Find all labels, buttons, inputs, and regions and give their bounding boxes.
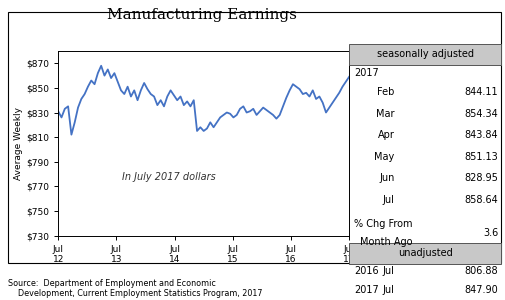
Text: Source:  Department of Employment and Economic
    Development, Current Employme: Source: Department of Employment and Eco…: [8, 279, 262, 298]
Text: 828.95: 828.95: [464, 173, 497, 183]
Text: 851.13: 851.13: [464, 152, 497, 162]
Y-axis label: Average Weekly: Average Weekly: [14, 107, 23, 180]
Text: Mar: Mar: [375, 109, 394, 118]
Text: 843.84: 843.84: [464, 130, 497, 140]
Text: 3.6: 3.6: [482, 228, 497, 238]
Text: 806.88: 806.88: [464, 266, 497, 276]
Text: 2017: 2017: [354, 68, 378, 77]
Text: Month Ago: Month Ago: [360, 237, 412, 247]
Text: % Chg From: % Chg From: [354, 219, 412, 229]
Text: Jul: Jul: [382, 266, 394, 276]
Text: Jul: Jul: [382, 195, 394, 205]
Text: Manufacturing Earnings: Manufacturing Earnings: [107, 8, 297, 22]
Text: 847.90: 847.90: [464, 285, 497, 295]
Text: unadjusted: unadjusted: [397, 248, 451, 259]
Text: 2016: 2016: [354, 266, 378, 276]
Text: 858.64: 858.64: [464, 195, 497, 205]
Text: Jun: Jun: [379, 173, 394, 183]
Text: 854.34: 854.34: [464, 109, 497, 118]
Text: In July 2017 dollars: In July 2017 dollars: [122, 172, 216, 182]
Text: May: May: [374, 152, 394, 162]
Text: 844.11: 844.11: [464, 87, 497, 97]
Text: Feb: Feb: [377, 87, 394, 97]
Text: seasonally adjusted: seasonally adjusted: [376, 49, 473, 59]
Text: Apr: Apr: [377, 130, 394, 140]
Text: Jul: Jul: [382, 285, 394, 295]
Text: 2017: 2017: [354, 285, 378, 295]
